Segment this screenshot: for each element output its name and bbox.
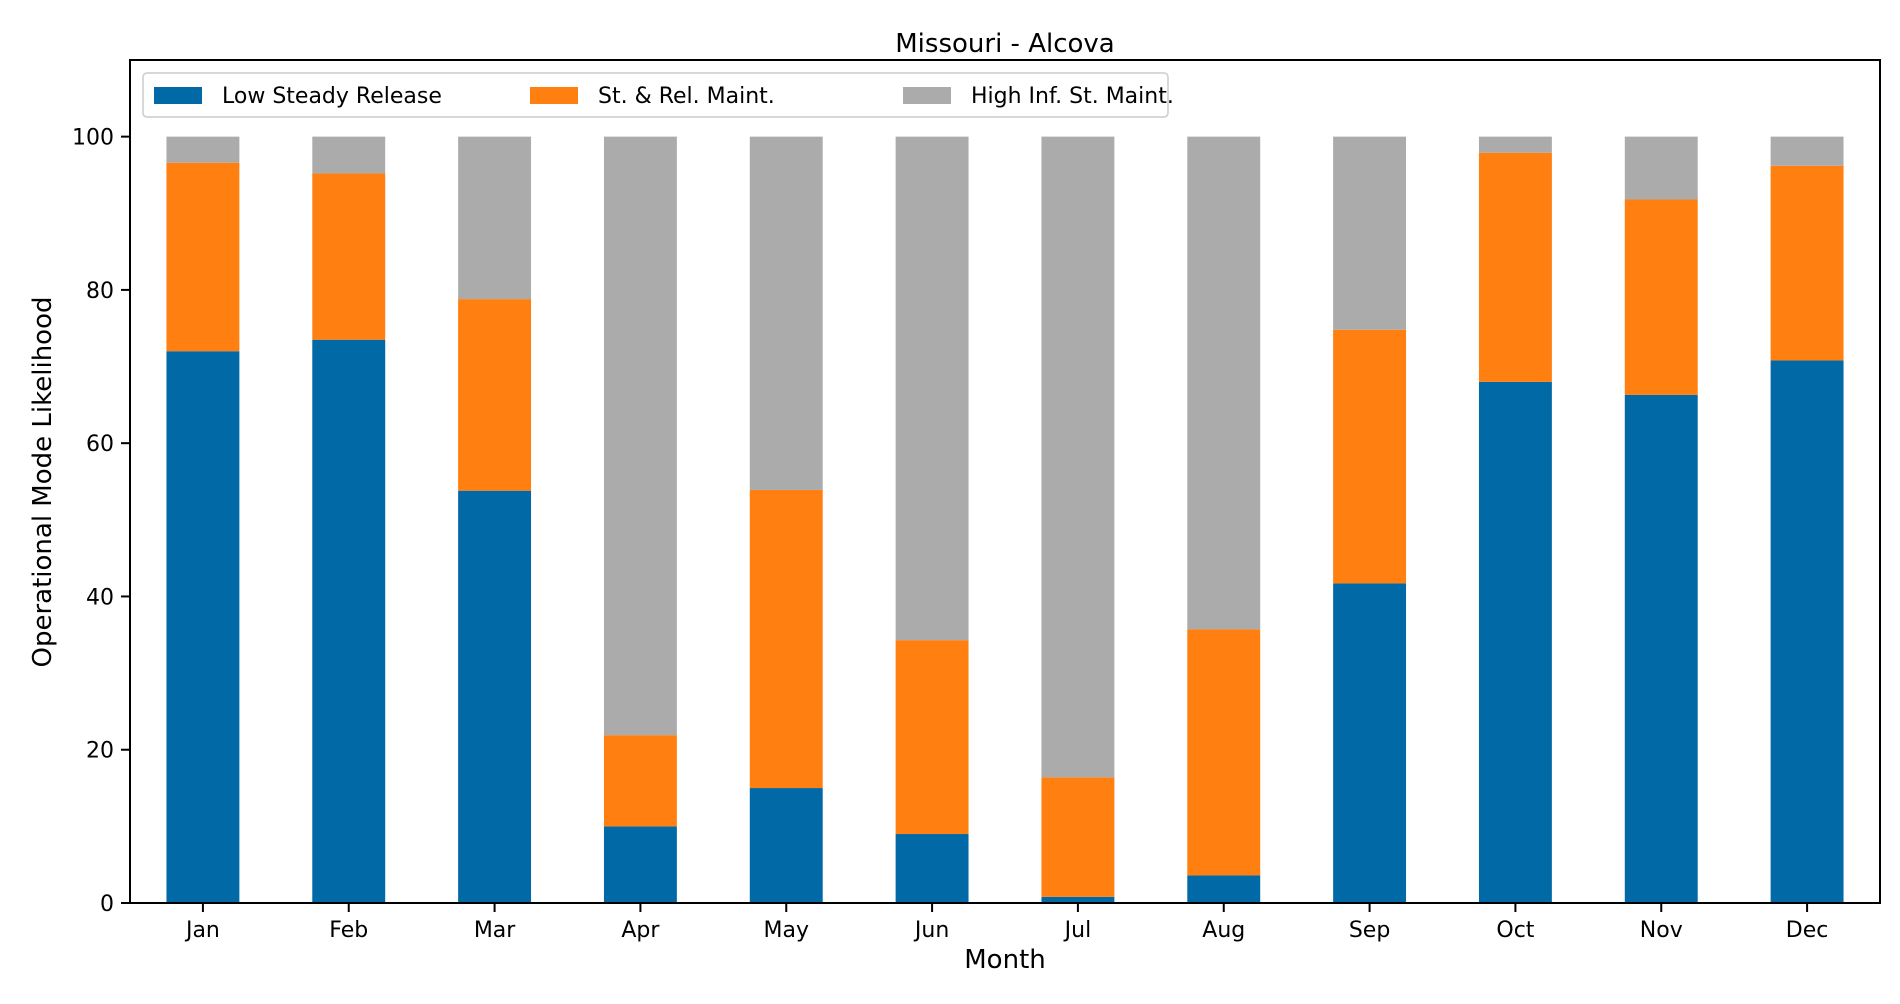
bar-sep-series-3 <box>1333 136 1407 330</box>
bar-sep-series-1 <box>1333 583 1407 903</box>
bar-may-series-3 <box>749 136 823 490</box>
x-tick-label: Nov <box>1640 918 1683 943</box>
bar-nov-series-3 <box>1624 136 1698 200</box>
y-tick-label: 20 <box>86 739 114 764</box>
x-tick-label: Mar <box>474 918 516 943</box>
x-tick-label: Sep <box>1349 918 1390 943</box>
legend-label-3: High Inf. St. Maint. <box>971 84 1174 109</box>
x-tick-label: Aug <box>1202 918 1245 943</box>
y-axis-title: Operational Mode Likelihood <box>28 297 58 668</box>
bar-aug-series-3 <box>1187 136 1261 630</box>
bars-layer <box>166 136 1844 904</box>
x-tick-label: May <box>764 918 809 943</box>
x-tick-label: Feb <box>329 918 368 943</box>
bar-feb-series-3 <box>312 136 386 174</box>
x-tick-label: Oct <box>1496 918 1534 943</box>
bar-apr-series-3 <box>603 136 677 736</box>
bar-nov-series-2 <box>1624 199 1698 395</box>
x-tick-label: Apr <box>621 918 660 943</box>
legend-swatch-3 <box>903 87 951 104</box>
y-tick-label: 60 <box>86 432 114 457</box>
bar-nov-series-1 <box>1624 394 1698 903</box>
bar-jun-series-1 <box>895 834 969 903</box>
legend-label-2: St. & Rel. Maint. <box>598 84 775 109</box>
bar-oct-series-1 <box>1478 381 1552 903</box>
bar-sep-series-2 <box>1333 329 1407 584</box>
y-tick-label: 80 <box>86 279 114 304</box>
plot-frame <box>129 59 1881 904</box>
x-tick-label: Jan <box>184 918 220 943</box>
bar-oct-series-2 <box>1478 152 1552 382</box>
bar-may-series-2 <box>749 489 823 789</box>
bar-feb-series-1 <box>312 339 386 903</box>
bar-jun-series-3 <box>895 136 969 641</box>
bar-apr-series-2 <box>603 735 677 827</box>
legend-swatch-1 <box>154 87 202 104</box>
bar-aug-series-2 <box>1187 629 1261 876</box>
bar-dec-series-1 <box>1770 360 1844 903</box>
bar-jun-series-2 <box>895 640 969 835</box>
bar-mar-series-1 <box>458 490 532 903</box>
bar-apr-series-1 <box>603 826 677 903</box>
bar-dec-series-2 <box>1770 165 1844 361</box>
bar-jul-series-2 <box>1041 777 1115 897</box>
legend-label-1: Low Steady Release <box>222 84 442 109</box>
y-tick-label: 100 <box>72 126 114 151</box>
legend-box <box>142 72 1169 118</box>
legend: Low Steady Release St. & Rel. Maint. High … <box>142 72 1174 118</box>
y-tick-label: 40 <box>86 585 114 610</box>
bar-dec-series-3 <box>1770 136 1844 166</box>
legend-swatch-2 <box>530 87 578 104</box>
bar-may-series-1 <box>749 788 823 903</box>
x-tick-label: Dec <box>1786 918 1829 943</box>
bar-jul-series-1 <box>1041 896 1115 903</box>
chart-title: Missouri - Alcova <box>895 29 1115 59</box>
x-axis-title: Month <box>964 945 1046 975</box>
axes-layer: 0 20 40 60 80 100 Jan Feb Mar Apr May Jun Jul Aug Sep O… <box>72 59 1881 943</box>
bar-mar-series-3 <box>458 136 532 300</box>
bar-jan-series-1 <box>166 351 240 904</box>
bar-feb-series-2 <box>312 173 386 340</box>
x-tick-label: Jul <box>1063 918 1092 943</box>
bar-jan-series-2 <box>166 162 240 352</box>
x-tick-label: Jun <box>913 918 949 943</box>
bar-oct-series-3 <box>1478 136 1552 153</box>
bar-aug-series-1 <box>1187 875 1261 903</box>
y-tick-label: 0 <box>100 892 114 917</box>
bar-jul-series-3 <box>1041 136 1115 778</box>
bar-jan-series-3 <box>166 136 240 163</box>
bar-mar-series-2 <box>458 299 532 491</box>
